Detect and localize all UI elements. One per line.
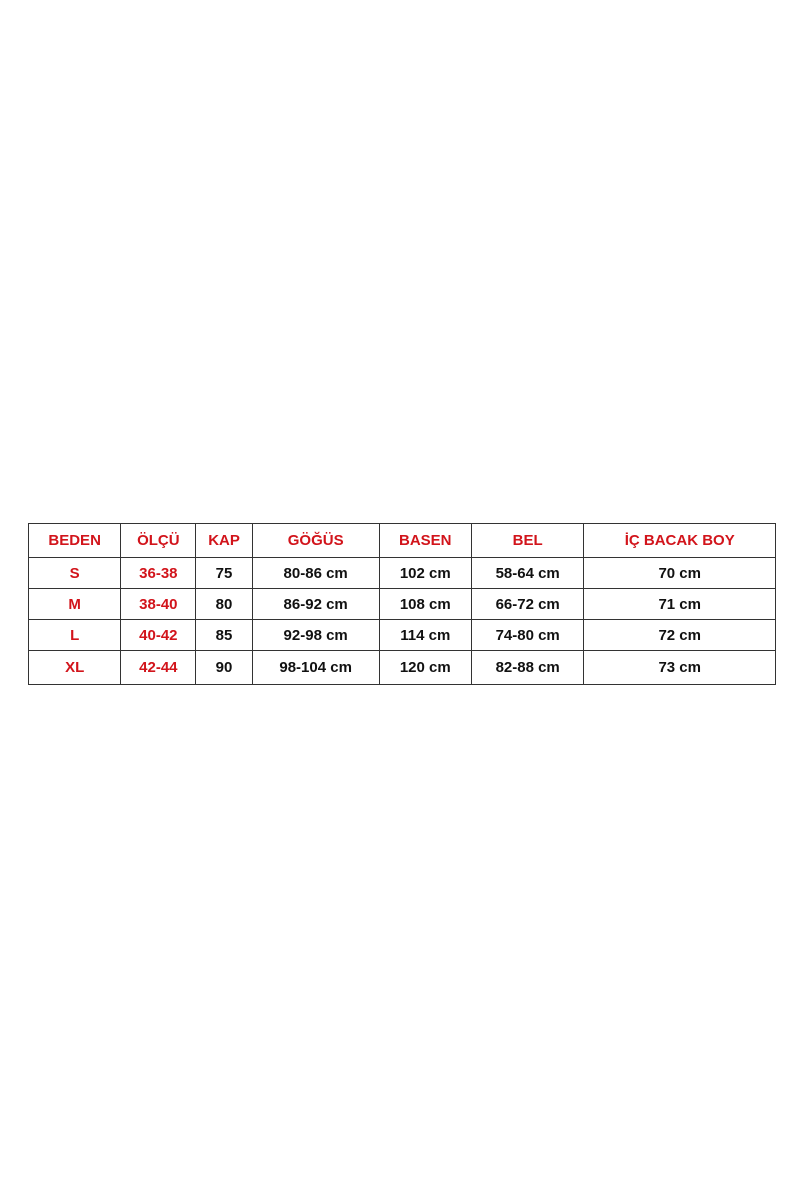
table-cell: 38-40 (120, 588, 197, 620)
table-cell: 82-88 cm (470, 650, 585, 685)
header-cell: BEL (470, 523, 585, 558)
table-cell: 70 cm (583, 557, 776, 589)
table-row: M 38-40 80 86-92 cm 108 cm 66-72 cm 71 cm (27, 588, 776, 620)
header-row: BEDEN ÖLÇÜ KAP GÖĞÜS BASEN BEL İÇ BACAK BOY (27, 523, 776, 558)
table-row: S 36-38 75 80-86 cm 102 cm 58-64 cm 70 cm (27, 557, 776, 589)
table-cell: 75 (195, 557, 253, 589)
table-cell: 80-86 cm (251, 557, 380, 589)
table-cell: 114 cm (378, 619, 472, 651)
table-cell: 92-98 cm (251, 619, 380, 651)
table-cell: 102 cm (378, 557, 472, 589)
header-cell: BEDEN (27, 523, 122, 558)
table-row: L 40-42 85 92-98 cm 114 cm 74-80 cm 72 cm (27, 619, 776, 651)
table-cell: 108 cm (378, 588, 472, 620)
table-cell: 71 cm (583, 588, 776, 620)
header-cell: GÖĞÜS (251, 523, 380, 558)
table-cell: 73 cm (583, 650, 776, 685)
table-cell: M (27, 588, 122, 620)
table-cell: 74-80 cm (470, 619, 585, 651)
header-cell: ÖLÇÜ (120, 523, 197, 558)
table-cell: 58-64 cm (470, 557, 585, 589)
table-cell: 80 (195, 588, 253, 620)
table-cell: 120 cm (378, 650, 472, 685)
table-cell: 86-92 cm (251, 588, 380, 620)
header-cell: BASEN (378, 523, 472, 558)
header-cell: KAP (195, 523, 253, 558)
table-cell: 72 cm (583, 619, 776, 651)
table-cell: 36-38 (120, 557, 197, 589)
table-cell: 40-42 (120, 619, 197, 651)
header-cell: İÇ BACAK BOY (583, 523, 776, 558)
table-cell: 42-44 (120, 650, 197, 685)
table-row: XL 42-44 90 98-104 cm 120 cm 82-88 cm 73 cm (27, 650, 776, 685)
table-cell: 85 (195, 619, 253, 651)
table-cell: S (27, 557, 122, 589)
table-cell: XL (27, 650, 122, 685)
table-cell: 90 (195, 650, 253, 685)
table-cell: L (27, 619, 122, 651)
table-cell: 66-72 cm (470, 588, 585, 620)
table-cell: 98-104 cm (251, 650, 380, 685)
